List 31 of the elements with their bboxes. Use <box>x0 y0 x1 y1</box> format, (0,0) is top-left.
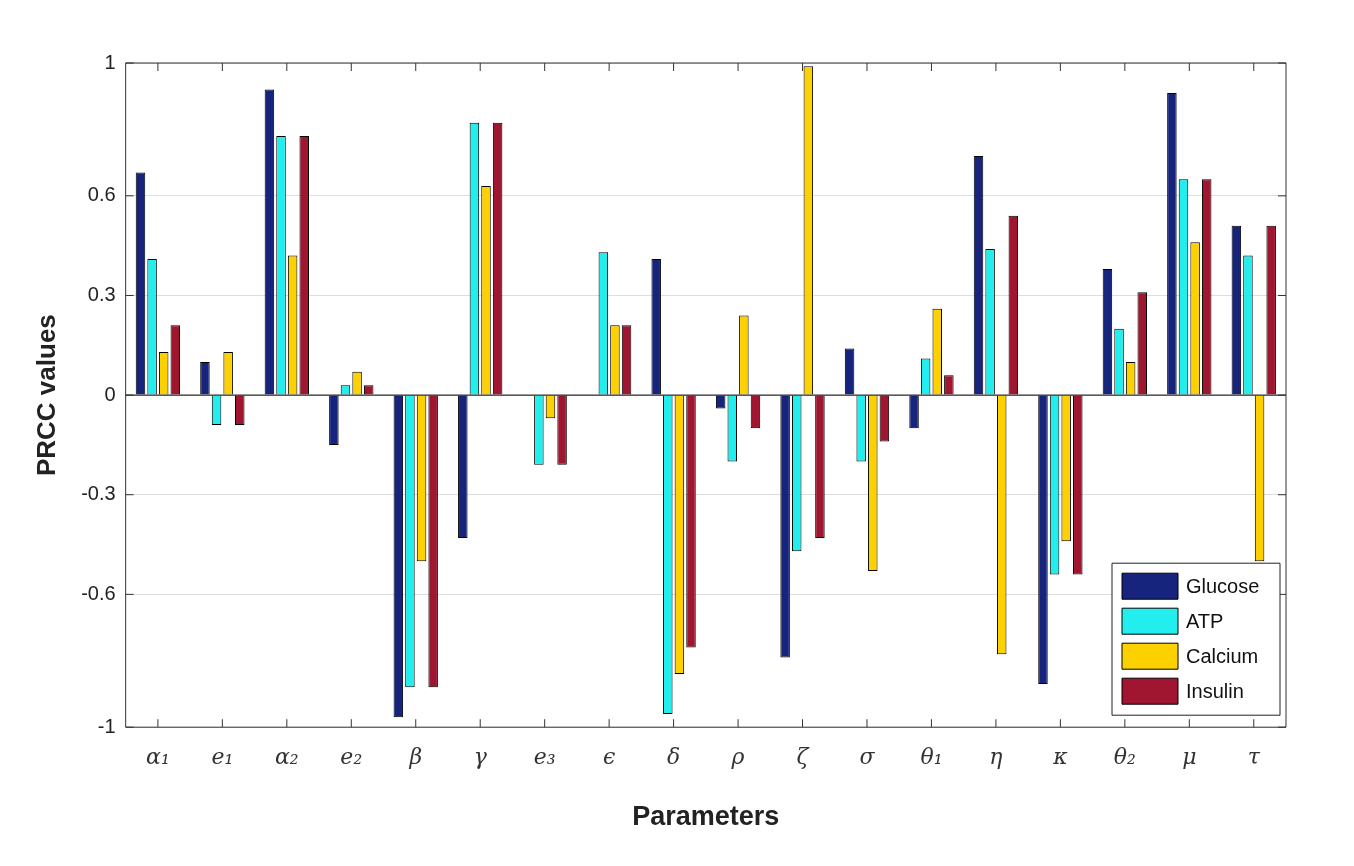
y-tick-label: 0.6 <box>87 183 116 206</box>
legend-label: ATP <box>1186 609 1224 632</box>
x-tick-label: η <box>989 744 1003 770</box>
x-tick-label: θ₂ <box>1113 744 1136 770</box>
y-tick-label: -1 <box>97 714 116 737</box>
x-tick-label: e₂ <box>340 744 363 770</box>
x-tick-label: ρ <box>730 744 745 770</box>
x-tick-label: τ <box>1247 744 1261 770</box>
x-tick-label: κ <box>1052 744 1069 770</box>
x-tick-label: σ <box>859 744 876 770</box>
y-tick-label: 0 <box>104 382 116 405</box>
x-axis-title: Parameters <box>632 801 780 832</box>
x-tick-label: β <box>408 744 423 770</box>
x-tick-label: θ₁ <box>920 744 943 770</box>
x-tick-label: e₁ <box>211 744 234 770</box>
legend-label: Insulin <box>1186 679 1244 702</box>
x-tick-label: μ <box>1182 744 1197 770</box>
x-tick-label: e₃ <box>533 744 556 770</box>
legend-label: Glucose <box>1186 574 1260 597</box>
y-tick-label: -0.3 <box>81 482 116 505</box>
x-tick-label: ϵ <box>602 744 616 770</box>
y-axis-title: PRCC values <box>30 314 61 477</box>
x-tick-label: α₁ <box>146 744 170 770</box>
x-tick-label: γ <box>473 744 488 770</box>
x-tick-label: ζ <box>796 744 811 770</box>
y-tick-label: -0.6 <box>81 581 116 604</box>
x-tick-label: δ <box>666 744 681 770</box>
legend-label: Calcium <box>1186 644 1259 667</box>
x-tick-label: α₂ <box>274 744 299 770</box>
y-tick-label: 0.3 <box>87 282 116 305</box>
y-tick-label: 1 <box>104 50 116 73</box>
